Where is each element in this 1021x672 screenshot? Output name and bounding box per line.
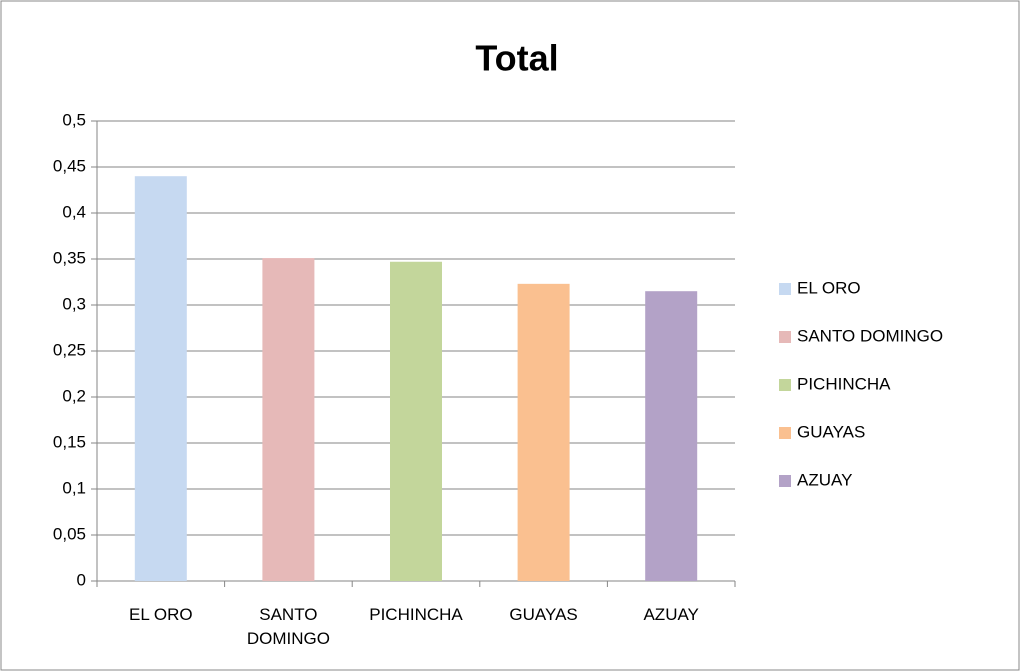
legend-swatch [779, 379, 791, 391]
bar [262, 258, 315, 581]
legend-swatch [779, 283, 791, 295]
bar [517, 283, 570, 581]
legend-label: SANTO DOMINGO [797, 326, 943, 345]
y-tick-label: 0,1 [62, 478, 86, 497]
y-tick-label: 0,2 [62, 386, 86, 405]
y-tick-label: 0,15 [53, 432, 86, 451]
y-tick-label: 0,4 [62, 202, 86, 221]
legend-label: GUAYAS [797, 422, 865, 441]
bar [645, 291, 698, 581]
legend-label: EL ORO [797, 278, 861, 297]
legend-label: AZUAY [797, 470, 852, 489]
x-tick-label: GUAYAS [509, 605, 578, 624]
y-tick-label: 0,5 [62, 110, 86, 129]
legend-swatch [779, 427, 791, 439]
x-tick-label: SANTO DOMINGO [246, 605, 330, 648]
x-tick-label: AZUAY [643, 605, 699, 624]
y-tick-label: 0,25 [53, 340, 86, 359]
y-tick-label: 0,3 [62, 294, 86, 313]
legend-label: PICHINCHA [797, 374, 891, 393]
legend-swatch [779, 331, 791, 343]
y-tick-label: 0,35 [53, 248, 86, 267]
y-tick-label: 0,05 [53, 524, 86, 543]
chart-title: Total [475, 38, 558, 79]
x-tick-label: PICHINCHA [369, 605, 463, 624]
legend-swatch [779, 475, 791, 487]
bar [390, 261, 442, 581]
y-tick-label: 0 [77, 570, 86, 589]
x-tick-label: EL ORO [128, 605, 193, 624]
y-tick-label: 0,45 [53, 156, 86, 175]
bar [134, 176, 187, 581]
